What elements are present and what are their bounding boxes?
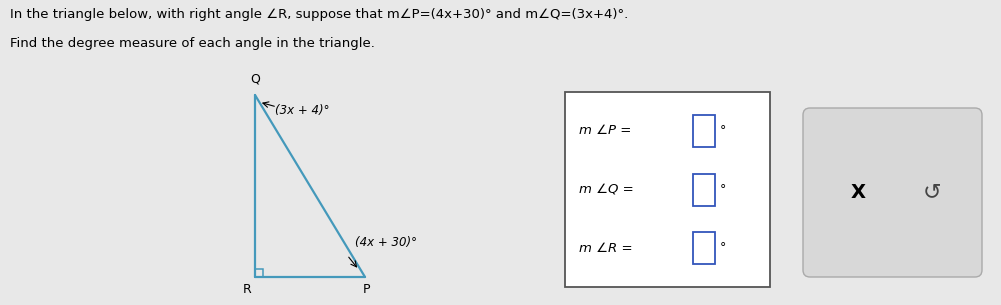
Text: R: R [242,283,251,296]
Text: Q: Q [250,73,260,86]
FancyBboxPatch shape [803,108,982,277]
Bar [255,269,263,277]
Bar [693,115,715,147]
Text: In the triangle below, with right angle ∠R, suppose that m∠P=(4x+30)° and m∠Q=(3: In the triangle below, with right angle … [10,8,629,21]
Text: (3x + 4)°: (3x + 4)° [275,104,329,117]
Text: X: X [851,183,866,202]
FancyBboxPatch shape [565,92,770,287]
Text: ↺: ↺ [923,182,941,203]
Bar [693,232,715,264]
Text: m ∠R =: m ∠R = [579,242,633,254]
Text: °: ° [720,124,727,138]
Text: °: ° [720,183,727,196]
Text: m ∠Q =: m ∠Q = [579,183,634,196]
Bar [693,174,715,206]
Text: P: P [363,283,370,296]
Text: (4x + 30)°: (4x + 30)° [355,236,417,249]
Text: m ∠P =: m ∠P = [579,124,632,138]
Text: °: ° [720,242,727,254]
Text: Find the degree measure of each angle in the triangle.: Find the degree measure of each angle in… [10,37,375,50]
